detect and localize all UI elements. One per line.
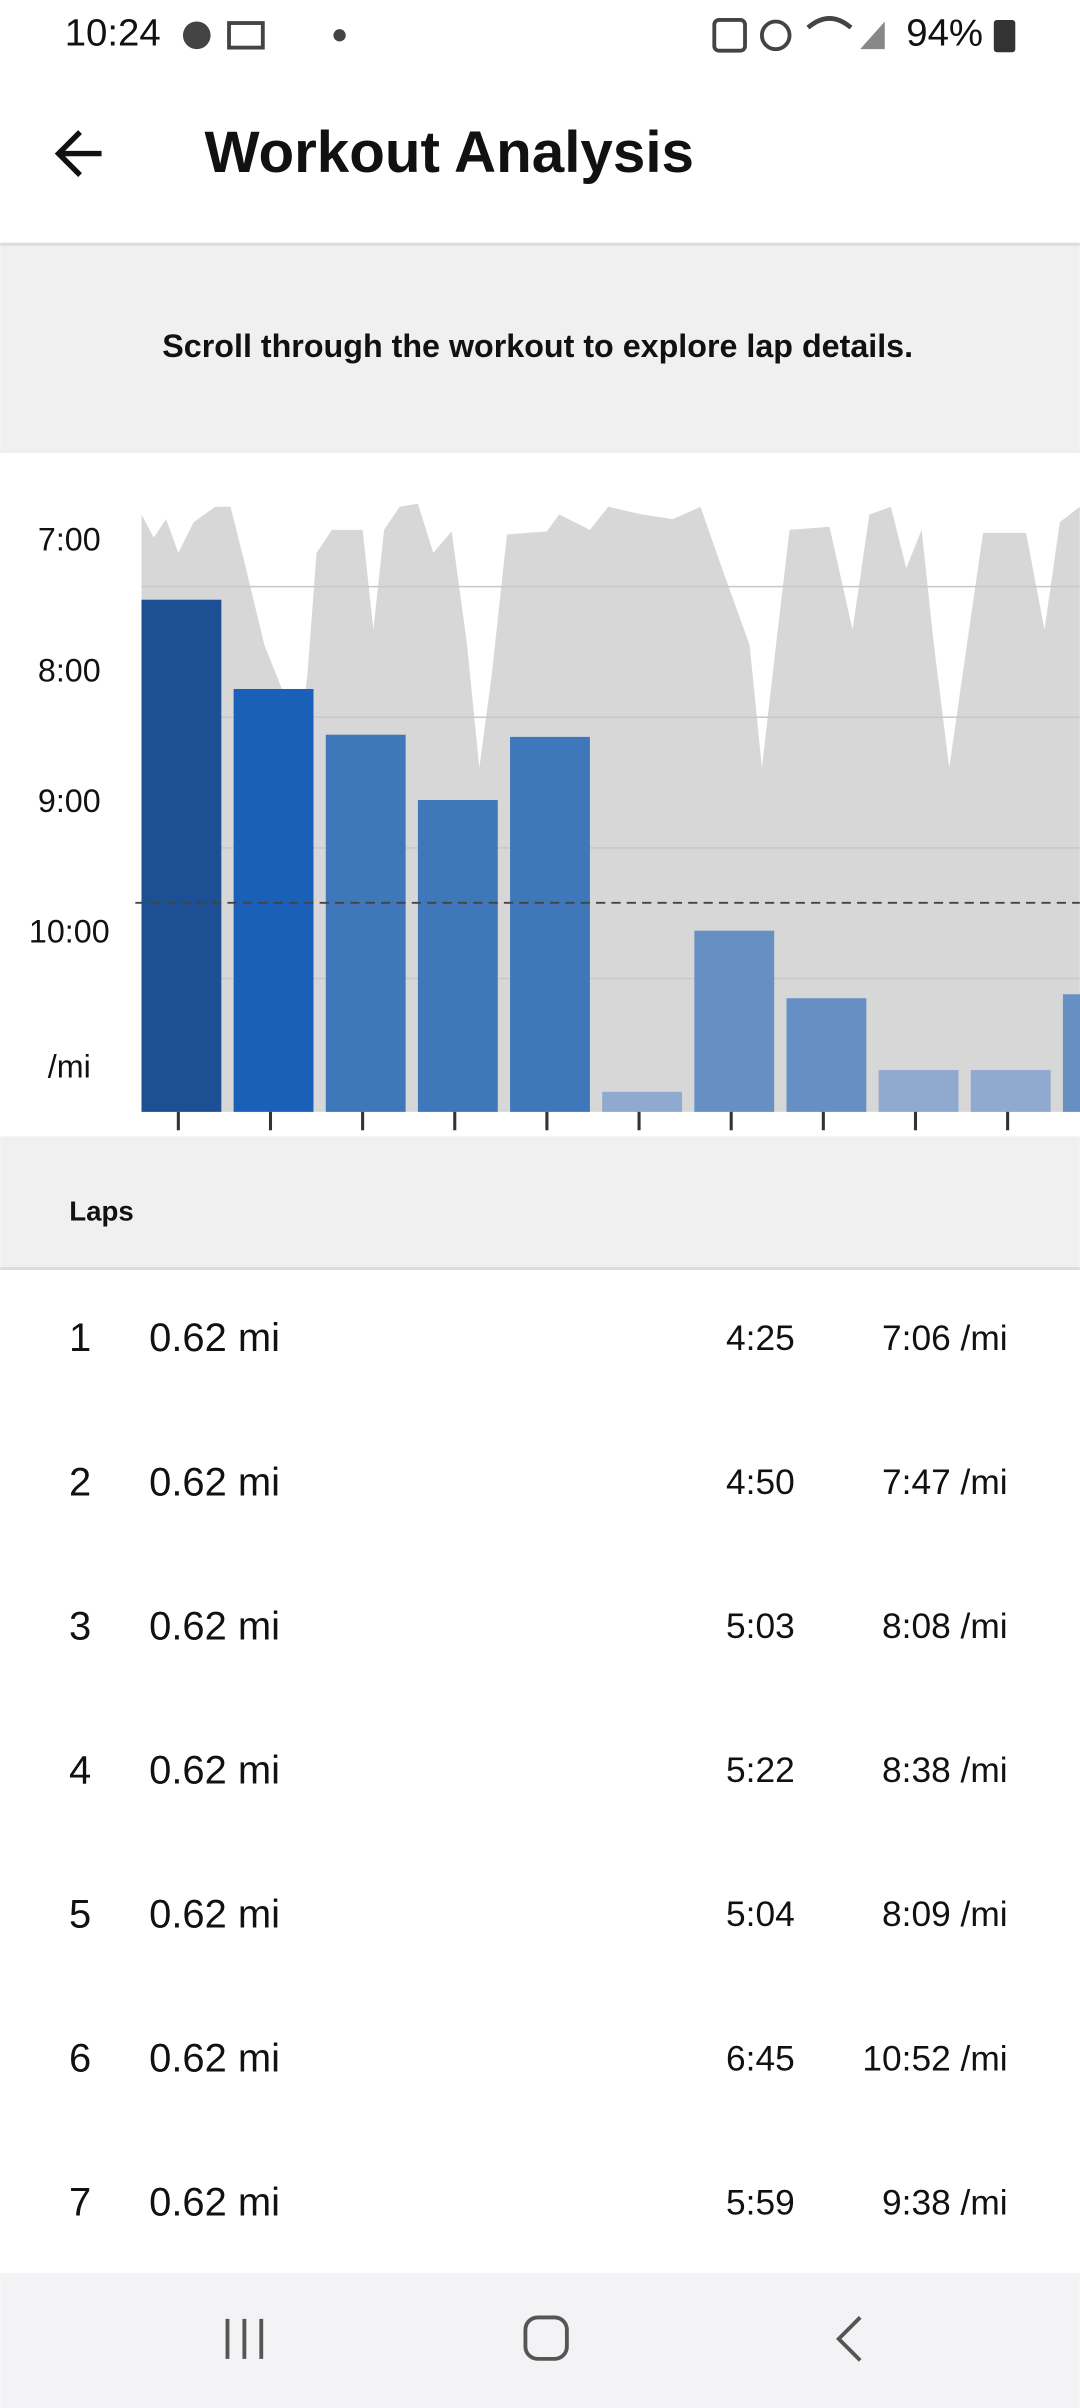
lap-time: 5:22	[726, 1751, 795, 1790]
chart: 7:00 8:00 9:00 10:00	[29, 522, 1080, 1131]
alarm-icon	[759, 19, 792, 52]
lap-row[interactable]: 6 0.62 mi 6:45 10:52 /mi	[69, 2036, 1008, 2080]
lap-time: 6:45	[726, 2039, 795, 2078]
lap-pace: 8:08 /mi	[882, 1607, 1008, 1646]
lap-row[interactable]: 4 0.62 mi 5:22 8:38 /mi	[69, 1748, 1008, 1792]
settings-icon	[182, 21, 211, 50]
lap-pace: 10:52 /mi	[862, 2039, 1007, 2078]
bar[interactable]	[510, 736, 590, 1112]
lap-distance: 0.62 mi	[149, 2181, 280, 2225]
recents-button[interactable]	[225, 2318, 264, 2359]
laps-list: 1 0.62 mi 4:25 7:06 /mi 2 0.62 mi 4:50 7:47 /mi…	[69, 1316, 1008, 2224]
bar[interactable]	[233, 688, 314, 1112]
lap-row[interactable]: 5 0.62 mi 5:04 8:09 /mi	[69, 1892, 1008, 1936]
bar[interactable]	[970, 1070, 1051, 1112]
lap-pace: 7:06 /mi	[882, 1319, 1008, 1358]
lap-time: 5:59	[726, 2183, 795, 2222]
back-nav-button[interactable]	[835, 2316, 862, 2362]
y-tick-label: 7:00	[38, 522, 101, 558]
lap-row[interactable]: 3 0.62 mi 5:03 8:08 /mi	[69, 1604, 1008, 1648]
bar[interactable]	[786, 998, 867, 1112]
nav-bar	[0, 2272, 1080, 2408]
lap-time: 4:25	[726, 1319, 795, 1358]
status-battery: 94%	[906, 11, 983, 54]
lap-number: 7	[69, 2181, 91, 2225]
lap-distance: 0.62 mi	[149, 1604, 280, 1648]
lap-time: 4:50	[726, 1463, 795, 1502]
lap-row[interactable]: 7 0.62 mi 5:59 9:38 /mi	[69, 2181, 1008, 2225]
home-button[interactable]	[523, 2315, 569, 2361]
bar[interactable]	[325, 734, 406, 1112]
lap-number: 4	[69, 1748, 91, 1792]
lap-number: 6	[69, 2036, 91, 2080]
bar[interactable]	[694, 930, 775, 1112]
lap-number: 2	[69, 1460, 91, 1504]
page-title: Workout Analysis	[204, 120, 694, 185]
lap-pace: 9:38 /mi	[882, 2183, 1008, 2222]
lap-distance: 0.62 mi	[149, 2036, 280, 2080]
wifi-icon	[806, 16, 853, 30]
bar[interactable]	[417, 800, 498, 1112]
banner	[0, 244, 1080, 454]
bar[interactable]	[602, 1091, 683, 1112]
lap-distance: 0.62 mi	[149, 1316, 280, 1360]
y-tick-label: 10:00	[29, 914, 110, 950]
laps-title: Laps	[69, 1196, 133, 1227]
dot-icon	[333, 29, 346, 42]
status-time: 10:24	[65, 11, 161, 54]
y-tick-label: 8:00	[38, 652, 101, 688]
banner-text: Scroll through the workout to explore la…	[162, 328, 913, 364]
lap-pace: 8:38 /mi	[882, 1751, 1008, 1790]
lap-number: 5	[69, 1892, 91, 1936]
y-tick-label: 9:00	[38, 783, 101, 819]
lap-distance: 0.62 mi	[149, 1892, 280, 1936]
lap-row[interactable]: 2 0.62 mi 4:50 7:47 /mi	[69, 1460, 1008, 1504]
back-button[interactable]	[54, 130, 102, 177]
lap-time: 5:03	[726, 1607, 795, 1646]
lap-number: 3	[69, 1604, 91, 1648]
lap-distance: 0.62 mi	[149, 1460, 280, 1504]
mail-icon	[227, 21, 265, 50]
lap-pace: 7:47 /mi	[882, 1463, 1008, 1502]
bar[interactable]	[141, 599, 222, 1112]
laps-header	[0, 1136, 1080, 1269]
nfc-icon	[712, 18, 747, 53]
lap-number: 1	[69, 1316, 91, 1360]
y-axis-label: /mi	[48, 1048, 91, 1084]
lap-pace: 8:09 /mi	[882, 1895, 1008, 1934]
bar[interactable]	[878, 1070, 959, 1112]
lap-distance: 0.62 mi	[149, 1748, 280, 1792]
battery-icon	[993, 19, 1016, 53]
bar[interactable]	[1062, 994, 1080, 1112]
lap-row[interactable]: 1 0.62 mi 4:25 7:06 /mi	[69, 1316, 1008, 1360]
lap-time: 5:04	[726, 1895, 795, 1934]
